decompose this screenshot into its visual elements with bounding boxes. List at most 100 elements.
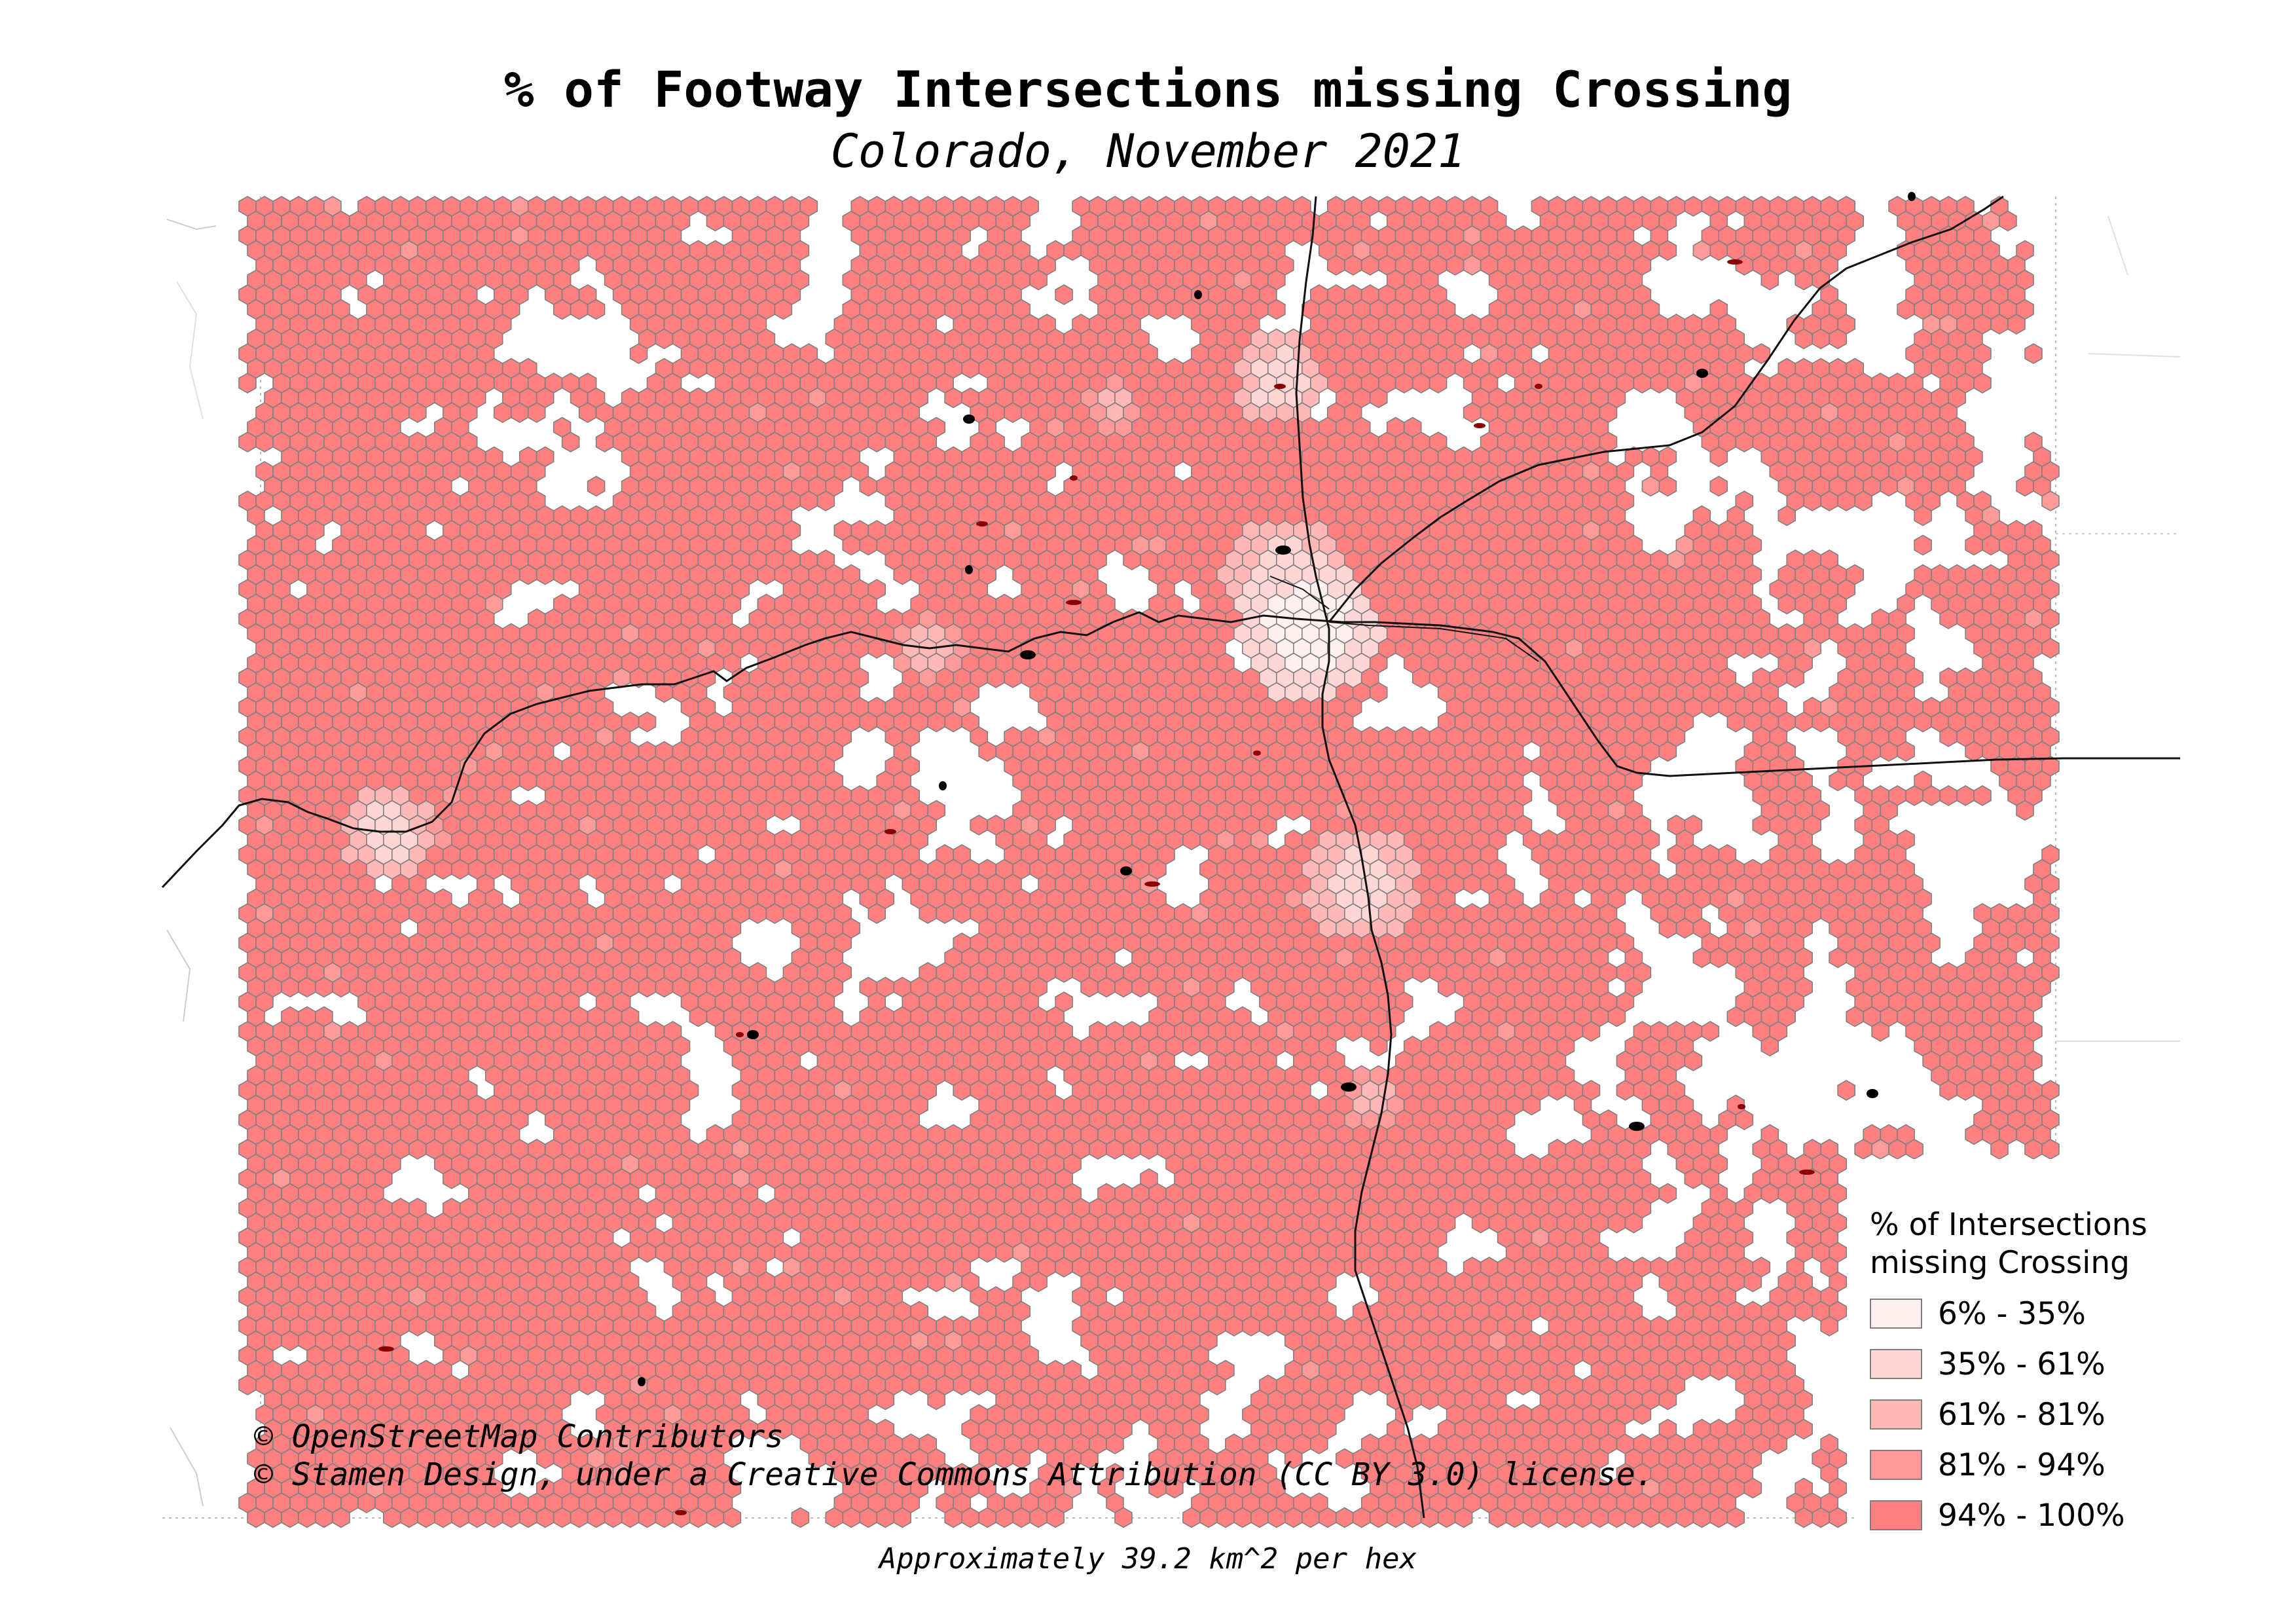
hex-cell [944,711,962,733]
hex-cell [587,299,606,320]
hex-cell [281,976,299,998]
hex-cell [2041,638,2060,659]
hex-cell [1360,255,1379,276]
hex-cell [774,299,793,320]
hex-cell [1795,711,1813,733]
hex-cell [433,858,452,880]
hex-cell [238,432,257,452]
hex-cell [1965,741,1983,762]
hex-cell [1097,976,1116,998]
hex-cell [1880,475,1898,497]
hex-cell [1820,490,1838,511]
hex-cell [1004,402,1022,423]
hex-cell [689,1006,708,1027]
hex-cell [927,711,945,733]
hex-cell [1684,196,1703,217]
hex-cell [859,534,878,556]
hex-cell [2016,475,2034,497]
hex-cell [1344,1021,1362,1042]
hex-cell [2041,490,2060,511]
hex-grid [238,196,2060,1528]
hex-cell [1412,667,1430,688]
hex-cell [1463,402,1482,423]
hex-cell [1412,962,1430,983]
hex-cell [1004,667,1022,688]
hex-cell [919,903,937,924]
hex-cell [1965,534,1983,556]
hex-cell [1063,240,1082,261]
hex-cell [1786,667,1804,688]
hex-cell [1182,829,1201,851]
hex-cell [1267,299,1286,320]
hex-cell [1735,432,1754,452]
hex-cell [1055,962,1073,983]
hex-cell [1871,1021,1889,1042]
hex-cell [408,402,427,423]
hex-cell [1897,741,1915,762]
hex-cell [2007,314,2026,335]
hex-cell [978,741,996,762]
hex-cell [1394,373,1413,394]
hex-cell [1344,255,1362,276]
hex-cell [1446,255,1465,276]
hex-cell [970,815,988,836]
hex-cell [612,667,631,688]
hex-cell [859,475,878,497]
hex-cell [2016,800,2034,821]
hex-cell [1726,711,1745,733]
hex-cell [799,490,818,511]
hex-cell [987,667,1005,688]
hex-cell [638,976,657,998]
hex-cell [774,800,793,821]
hex-cell [1607,1006,1626,1027]
hex-cell [298,976,316,998]
hex-cell [1905,785,1923,806]
hex-cell [706,210,725,232]
hex-cell [238,373,257,394]
hex-cell [2024,343,2043,364]
hex-cell [867,638,886,659]
hex-cell [1973,373,1992,394]
hex-cell [1914,505,1932,526]
hex-cell [1777,505,1796,526]
hex-cell [1709,947,1728,969]
hex-cell [1795,328,1813,350]
hex-cell [1777,593,1796,615]
hex-cell [638,711,657,733]
hex-cell [1795,269,1813,291]
hex-cell [1437,976,1456,998]
hex-cell [1803,490,1821,511]
hex-cell [570,299,589,320]
hex-cell [893,564,911,585]
hex-cell [842,534,861,556]
map-subtitle: Colorado, November 2021 [830,124,1466,178]
hex-cell [553,299,572,320]
hex-cell [1939,726,1958,747]
hex-cell [1692,240,1711,261]
hex-cell [1658,741,1677,762]
hex-cell [867,432,886,452]
hex-cell [1641,475,1660,497]
hex-cell [944,387,962,409]
hex-cell [578,402,597,423]
hex-cell [450,858,469,880]
hex-cell [1701,1021,1720,1042]
map-title: % of Footway Intersections missing Cross… [503,60,1793,119]
hex-cell [1982,534,2000,556]
hex-cell [519,770,538,792]
hex-cell [655,682,674,703]
hex-cell [1131,976,1150,998]
hex-cell [1582,1021,1601,1042]
hex-cell [1148,299,1167,320]
hex-cell [1880,741,1898,762]
hex-cell [1812,711,1830,733]
hex-cell [587,475,606,497]
hex-cell [1829,328,1847,350]
hex-cell [859,711,878,733]
hex-cell [1123,549,1141,570]
hex-cell [493,402,512,423]
hex-cell [1650,373,1669,394]
hex-cell [1812,328,1830,350]
hex-cell [1837,490,1855,511]
hex-cell [1854,490,1872,511]
